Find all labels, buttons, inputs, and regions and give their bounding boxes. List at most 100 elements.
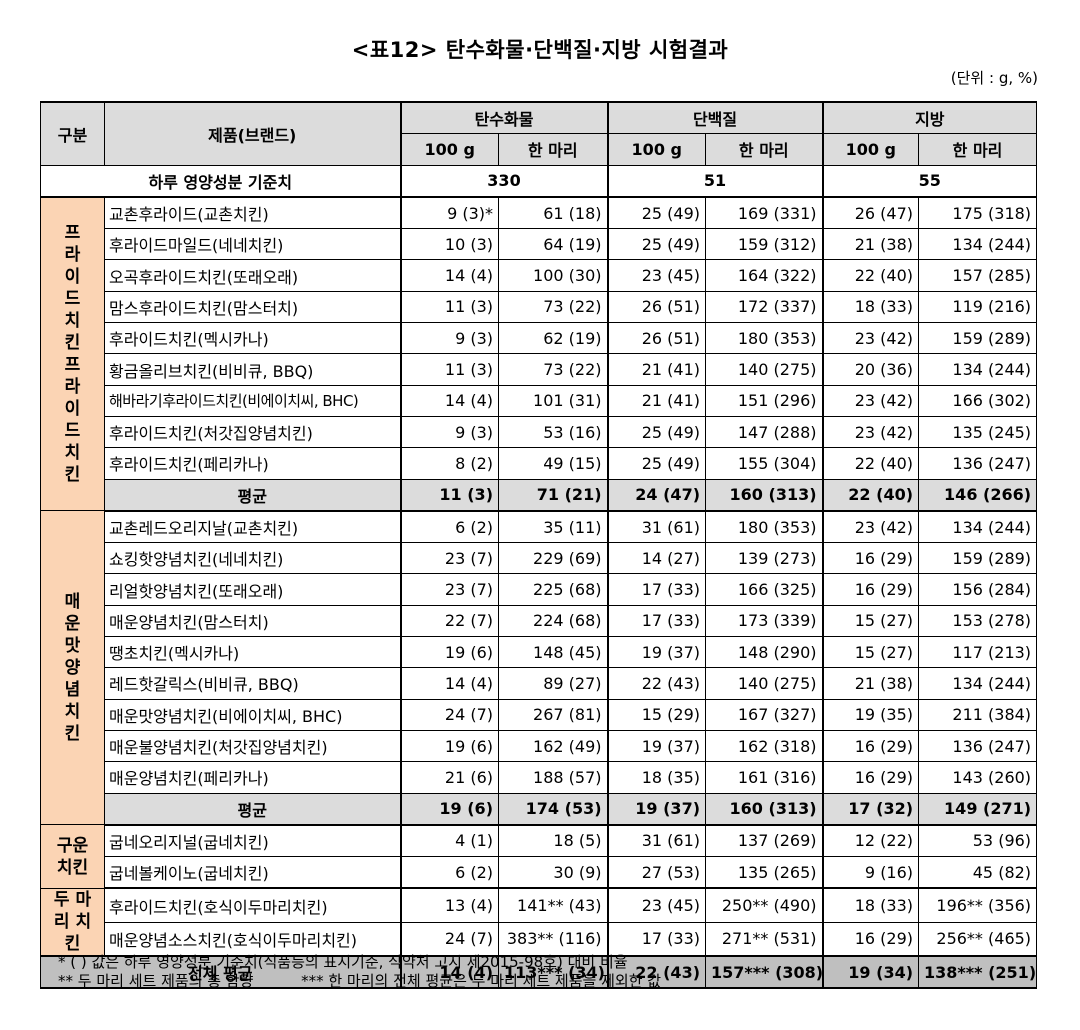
cell-f100: 23 (42) <box>821 415 920 449</box>
cell-cw: 71 (21) <box>497 478 609 512</box>
table-row: 매운양념소스치킨(호식이두마리치킨) 24 (7) 383** (116) 17 (3… <box>41 921 1038 957</box>
cell-p100: 23 (45) <box>606 887 707 923</box>
table-row: 후라이드치킨(페리카나) 8 (2) 49 (15) 25 (49) 155 (304)… <box>41 447 1038 480</box>
total-label: 전체 평균 <box>40 954 401 990</box>
table-row: 매운맛양념치킨 교촌레드오리지날(교촌치킨) 6 (2) 35 (11) 31 (61)… <box>40 510 1038 826</box>
cell-p100: 24 (47) <box>606 478 707 512</box>
average-label: 평균 <box>104 478 401 512</box>
cell-fw: 53 (96) <box>918 824 1038 858</box>
product-name: 후라이드치킨(처갓집양념치킨) <box>104 415 401 449</box>
cell-c100: 14 (4) <box>399 259 499 292</box>
cell-pw: 180 (353) <box>705 510 824 544</box>
cell-pw: 147 (288) <box>705 415 824 449</box>
cell-c100: 9 (3)* <box>399 196 499 230</box>
cell-p100: 26 (51) <box>606 290 707 324</box>
footnote: ** 두 마리 세트 제품의 총 함량 *** 한 마리의 전체 평균은 두 마… <box>58 972 662 990</box>
cell-c100: 9 (3) <box>399 322 499 355</box>
cell-p100: 25 (49) <box>606 447 707 480</box>
cell-pw: 250** (490) <box>705 887 824 923</box>
cell-pw: 135 (265) <box>705 856 824 890</box>
header-fat-100g: 100 g <box>821 133 920 166</box>
product-name: 맘스후라이드치킨(맘스터치) <box>104 290 401 324</box>
cell-f100: 16 (29) <box>821 761 920 794</box>
table-row: 후라이드치킨(멕시카나) 9 (3) 62 (19) 26 (51) 180 (353)… <box>41 322 1038 355</box>
category-text: 프라이드치킨프라이드치킨 <box>64 223 81 486</box>
average-row: 평균 11 (3) 71 (21) 24 (47) 160 (313) 22 (40) 14… <box>41 478 1038 512</box>
cell-fw: 166 (302) <box>918 384 1038 417</box>
cell-p100: 17 (33) <box>606 573 707 606</box>
cell-f100: 23 (42) <box>821 384 920 417</box>
cell-p100: 31 (61) <box>606 824 707 858</box>
cell-cw: 30 (9) <box>497 856 609 890</box>
cell-cw: 113*** (34) <box>497 954 609 990</box>
cell-pw: 164 (322) <box>705 259 824 292</box>
header-fat-whole: 한 마리 <box>918 133 1038 166</box>
cell-c100: 19 (6) <box>399 729 499 763</box>
cell-c100: 11 (3) <box>399 353 499 386</box>
cell-cw: 224 (68) <box>497 604 609 638</box>
average-row: 평균 19 (6) 174 (53) 19 (37) 160 (313) 17 (32) 1… <box>41 792 1038 826</box>
cell-p100: 19 (37) <box>606 792 707 826</box>
table-row: 구운치킨 굽네오리지널(굽네치킨) 4 (1) 18 (5) 31 (61) 137 (2… <box>40 824 1038 889</box>
cell-c100: 24 (7) <box>399 921 499 957</box>
cell-pw: 140 (275) <box>705 667 824 700</box>
cell-pw: 139 (273) <box>705 542 824 575</box>
cell-fw: 157 (285) <box>918 259 1038 292</box>
cell-p100: 19 (37) <box>606 636 707 669</box>
cell-p100: 27 (53) <box>606 856 707 890</box>
cell-cw: 174 (53) <box>497 792 609 826</box>
category-text: 두 마리 치킨 <box>53 889 92 954</box>
cell-cw: 73 (22) <box>497 353 609 386</box>
header-fat: 지방 <box>821 101 1038 135</box>
cell-f100: 16 (29) <box>821 573 920 606</box>
product-name: 후라이드치킨(페리카나) <box>104 447 401 480</box>
cell-f100: 22 (40) <box>821 447 920 480</box>
cell-c100: 23 (7) <box>399 573 499 606</box>
cell-fw: 159 (289) <box>918 542 1038 575</box>
cell-pw: 155 (304) <box>705 447 824 480</box>
cell-pw: 160 (313) <box>705 478 824 512</box>
header-carb-whole: 한 마리 <box>497 133 609 166</box>
cell-p100: 21 (41) <box>606 353 707 386</box>
cell-c100: 24 (7) <box>399 698 499 731</box>
cell-pw: 148 (290) <box>705 636 824 669</box>
cell-p100: 18 (35) <box>606 761 707 794</box>
cell-cw: 162 (49) <box>497 729 609 763</box>
cell-c100: 4 (1) <box>399 824 499 858</box>
table-row: 오곡후라이드치킨(또래오래) 14 (4) 100 (30) 23 (45) 164 (… <box>41 259 1038 292</box>
cell-pw: 172 (337) <box>705 290 824 324</box>
table-row: 매운불양념치킨(처갓집양념치킨) 19 (6) 162 (49) 19 (37) 162… <box>41 729 1038 763</box>
cell-f100: 23 (42) <box>821 510 920 544</box>
header-carb-100g: 100 g <box>399 133 499 166</box>
cell-p100: 25 (49) <box>606 228 707 261</box>
cell-c100: 9 (3) <box>399 415 499 449</box>
table-row: 황금올리브치킨(비비큐, BBQ) 11 (3) 73 (22) 21 (41) 140… <box>41 353 1038 386</box>
cell-f100: 18 (33) <box>821 290 920 324</box>
cell-cw: 49 (15) <box>497 447 609 480</box>
reference-row: 하루 영양성분 기준치 330 51 55 <box>40 164 1038 198</box>
table-row: 후라이드마일드(네네치킨) 10 (3) 64 (19) 25 (49) 159 (31… <box>41 228 1038 261</box>
cell-f100: 15 (27) <box>821 636 920 669</box>
cell-c100: 23 (7) <box>399 542 499 575</box>
cell-f100: 17 (32) <box>821 792 920 826</box>
table-row: 레드핫갈릭스(비비큐, BBQ) 14 (4) 89 (27) 22 (43) 140 … <box>41 667 1038 700</box>
cell-fw: 45 (82) <box>918 856 1038 890</box>
reference-carb: 330 <box>399 164 609 198</box>
cell-cw: 229 (69) <box>497 542 609 575</box>
product-name: 매운양념치킨(페리카나) <box>104 761 401 794</box>
table-row: 후라이드치킨(처갓집양념치킨) 9 (3) 53 (16) 25 (49) 147 (2… <box>41 415 1038 449</box>
cell-f100: 16 (29) <box>821 729 920 763</box>
average-label: 평균 <box>104 792 401 826</box>
cell-fw: 159 (289) <box>918 322 1038 355</box>
cell-p100: 25 (49) <box>606 415 707 449</box>
cell-p100: 23 (45) <box>606 259 707 292</box>
table-body: 하루 영양성분 기준치 330 51 55 프라이드치킨프라이드치킨 교촌후라이드… <box>40 164 1038 990</box>
cell-pw: 157*** (308) <box>705 954 824 990</box>
cell-fw: 117 (213) <box>918 636 1038 669</box>
cell-pw: 271** (531) <box>705 921 824 957</box>
cell-cw: 188 (57) <box>497 761 609 794</box>
header-carb: 탄수화물 <box>399 101 609 135</box>
table-row: 쇼킹핫양념치킨(네네치킨) 23 (7) 229 (69) 14 (27) 139 (2… <box>41 542 1038 575</box>
cell-c100: 21 (6) <box>399 761 499 794</box>
cell-cw: 100 (30) <box>497 259 609 292</box>
